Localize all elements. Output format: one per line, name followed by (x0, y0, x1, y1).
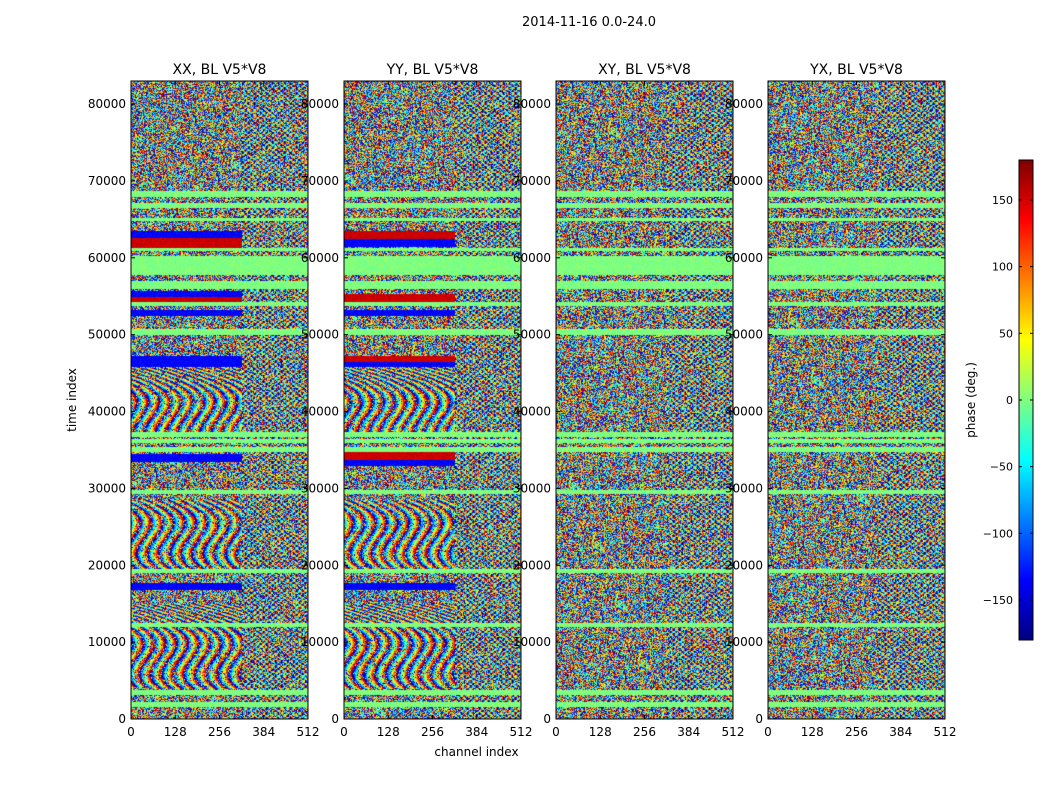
y-tick-label: 60000 (513, 251, 551, 265)
x-tick-label: 256 (208, 725, 231, 739)
y-tick-label: 70000 (513, 174, 551, 188)
x-tick-label: 512 (510, 725, 533, 739)
panels: XX, BL V5*V8 0 128 256 384 512 0 10000 20000 3000… (65, 62, 956, 759)
y-tick-label: 20000 (725, 558, 763, 572)
panel-title: YX, BL V5*V8 (809, 62, 903, 78)
y-tick-label: 0 (543, 712, 551, 726)
y-tick-label: 20000 (88, 558, 126, 572)
heatmap-image (131, 81, 308, 719)
heatmap-canvas (131, 81, 308, 719)
heatmap-panel-1: XX, BL V5*V8 0 128 256 384 512 0 10000 20000 3000… (88, 62, 320, 739)
x-tick-label: 512 (934, 725, 957, 739)
y-tick-label: 40000 (725, 405, 763, 419)
heatmap-panel-3: XY, BL V5*V8 0 128 256 384 512 0 10000 20000 3000… (513, 62, 745, 739)
y-tick-label: 10000 (301, 635, 339, 649)
y-tick-label: 30000 (88, 481, 126, 495)
x-tick-label: 128 (589, 725, 612, 739)
heatmap-image (344, 81, 521, 719)
y-tick-label: 0 (118, 712, 126, 726)
colorbar-tick-label: 150 (992, 194, 1013, 207)
colorbar-tick-label: −100 (983, 527, 1013, 540)
colorbar-tick-label: −150 (983, 594, 1013, 607)
colorbar-tick-label: 0 (1006, 394, 1013, 407)
x-tick-label: 512 (722, 725, 745, 739)
x-tick-label: 128 (377, 725, 400, 739)
y-tick-label: 30000 (725, 481, 763, 495)
y-tick-label: 10000 (513, 635, 551, 649)
x-tick-label: 0 (340, 725, 348, 739)
y-tick-label: 60000 (301, 251, 339, 265)
heatmap-canvas (768, 81, 945, 719)
y-tick-label: 10000 (725, 635, 763, 649)
colorbar-label: phase (deg.) (964, 362, 978, 438)
y-tick-label: 80000 (725, 97, 763, 111)
heatmap-image (768, 81, 945, 719)
figure-suptitle: 2014-11-16 0.0-24.0 (522, 15, 656, 30)
panel-title: YY, BL V5*V8 (386, 62, 479, 78)
y-tick-label: 50000 (513, 328, 551, 342)
x-tick-label: 384 (677, 725, 700, 739)
x-tick-label: 384 (889, 725, 912, 739)
colorbar: −150 −100 −50 0 50 100 150 phase (deg.) (964, 159, 1034, 641)
y-tick-label: 10000 (88, 635, 126, 649)
panel-title: XY, BL V5*V8 (598, 62, 691, 78)
heatmap-canvas (556, 81, 733, 719)
colorbar-gradient (1019, 160, 1033, 640)
x-tick-label: 512 (297, 725, 320, 739)
x-tick-label: 384 (465, 725, 488, 739)
y-tick-label: 80000 (88, 97, 126, 111)
colorbar-tick-label: 50 (999, 327, 1013, 340)
y-tick-label: 80000 (513, 97, 551, 111)
y-tick-label: 80000 (301, 97, 339, 111)
y-tick-label: 50000 (301, 328, 339, 342)
y-tick-label: 40000 (301, 405, 339, 419)
y-tick-label: 40000 (513, 405, 551, 419)
x-axis-label: channel index (434, 745, 518, 759)
y-tick-label: 60000 (725, 251, 763, 265)
y-axis-label: time index (65, 368, 79, 432)
y-tick-label: 40000 (88, 405, 126, 419)
y-tick-label: 0 (331, 712, 339, 726)
x-tick-label: 128 (801, 725, 824, 739)
y-tick-label: 20000 (301, 558, 339, 572)
x-tick-label: 256 (633, 725, 656, 739)
x-tick-label: 256 (845, 725, 868, 739)
y-tick-label: 70000 (88, 174, 126, 188)
y-tick-label: 70000 (301, 174, 339, 188)
colorbar-tick-label: 100 (992, 261, 1013, 274)
heatmap-canvas (344, 81, 521, 719)
heatmap-panel-4: YX, BL V5*V8 0 128 256 384 512 0 10000 20000 3000… (725, 62, 957, 739)
y-tick-label: 0 (755, 712, 763, 726)
y-tick-label: 60000 (88, 251, 126, 265)
x-tick-label: 0 (552, 725, 560, 739)
y-tick-label: 30000 (301, 481, 339, 495)
y-tick-label: 30000 (513, 481, 551, 495)
y-tick-label: 70000 (725, 174, 763, 188)
x-tick-label: 0 (127, 725, 135, 739)
colorbar-tick-label: −50 (990, 461, 1013, 474)
x-tick-label: 384 (252, 725, 275, 739)
heatmap-panel-2: YY, BL V5*V8 0 128 256 384 512 0 10000 20000 3000… (301, 62, 533, 739)
y-tick-label: 50000 (88, 328, 126, 342)
x-tick-label: 128 (164, 725, 187, 739)
y-tick-label: 20000 (513, 558, 551, 572)
panel-title: XX, BL V5*V8 (173, 62, 267, 78)
heatmap-image (556, 81, 733, 719)
y-tick-label: 50000 (725, 328, 763, 342)
x-tick-label: 256 (421, 725, 444, 739)
x-tick-label: 0 (764, 725, 772, 739)
